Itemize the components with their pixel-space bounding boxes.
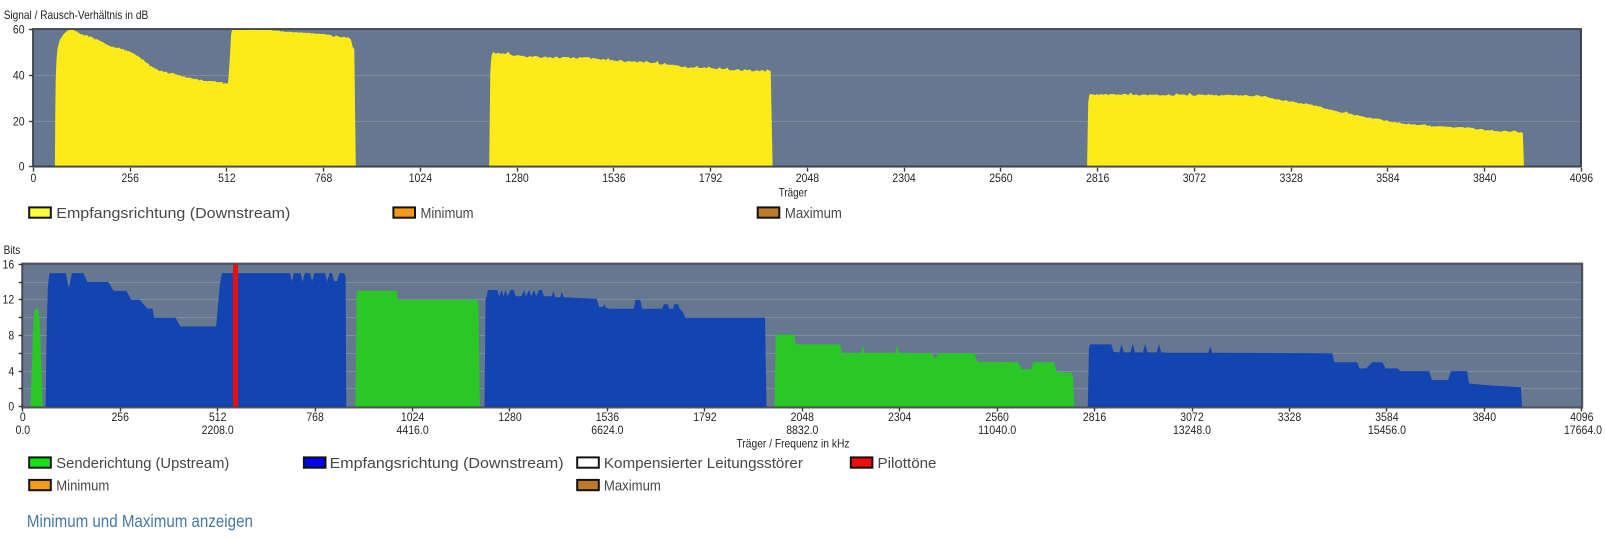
svg-text:2208.0: 2208.0 (202, 423, 235, 437)
svg-text:11040.0: 11040.0 (978, 423, 1016, 437)
svg-text:3328: 3328 (1278, 410, 1302, 424)
svg-text:Empfangsrichtung (Downstream): Empfangsrichtung (Downstream) (330, 456, 564, 472)
svg-text:Minimum und Maximum anzeigen: Minimum und Maximum anzeigen (27, 511, 253, 531)
svg-text:Minimum: Minimum (56, 478, 109, 494)
svg-text:15456.0: 15456.0 (1368, 423, 1406, 437)
svg-text:Maximum: Maximum (785, 206, 842, 222)
svg-text:3328: 3328 (1280, 171, 1304, 185)
svg-text:0: 0 (20, 410, 26, 424)
svg-text:3584: 3584 (1376, 171, 1400, 185)
svg-text:2048: 2048 (791, 410, 815, 424)
svg-text:13248.0: 13248.0 (1173, 423, 1211, 437)
svg-text:8: 8 (8, 329, 14, 343)
svg-text:512: 512 (218, 171, 236, 185)
svg-text:3072: 3072 (1180, 410, 1203, 424)
svg-text:0: 0 (8, 400, 14, 414)
svg-text:768: 768 (315, 171, 333, 185)
svg-text:256: 256 (111, 410, 129, 424)
svg-text:12: 12 (3, 293, 15, 307)
svg-text:2816: 2816 (1083, 410, 1107, 424)
svg-text:40: 40 (13, 69, 25, 83)
svg-text:Empfangsrichtung (Downstream): Empfangsrichtung (Downstream) (56, 206, 290, 222)
svg-text:Pilottöne: Pilottöne (878, 456, 937, 472)
svg-text:3840: 3840 (1473, 410, 1497, 424)
svg-text:3840: 3840 (1473, 171, 1497, 185)
svg-text:1792: 1792 (693, 410, 716, 424)
svg-text:0: 0 (31, 171, 37, 185)
svg-text:4416.0: 4416.0 (397, 423, 430, 437)
svg-text:8832.0: 8832.0 (786, 423, 819, 437)
svg-text:Bits: Bits (4, 243, 21, 257)
svg-text:1024: 1024 (409, 171, 433, 185)
svg-text:1536: 1536 (602, 171, 626, 185)
svg-text:Signal / Rausch-Verhältnis in: Signal / Rausch-Verhältnis in dB (4, 8, 149, 22)
svg-text:768: 768 (306, 410, 324, 424)
svg-text:1792: 1792 (699, 171, 722, 185)
svg-text:3584: 3584 (1375, 410, 1399, 424)
svg-text:0.0: 0.0 (15, 423, 30, 437)
svg-text:17664.0: 17664.0 (1564, 423, 1602, 437)
svg-text:256: 256 (121, 171, 139, 185)
svg-text:2560: 2560 (989, 171, 1013, 185)
svg-text:4096: 4096 (1570, 171, 1594, 185)
svg-text:0: 0 (19, 160, 25, 174)
svg-text:20: 20 (13, 115, 25, 129)
svg-text:4096: 4096 (1570, 410, 1594, 424)
svg-text:512: 512 (209, 410, 227, 424)
svg-text:Minimum: Minimum (421, 206, 474, 222)
svg-text:Träger / Frequenz in kHz: Träger / Frequenz in kHz (737, 436, 850, 450)
svg-text:2560: 2560 (986, 410, 1010, 424)
svg-text:2816: 2816 (1086, 171, 1110, 185)
svg-text:4: 4 (8, 365, 14, 379)
svg-text:6624.0: 6624.0 (591, 423, 624, 437)
svg-text:2048: 2048 (796, 171, 820, 185)
svg-text:1536: 1536 (596, 410, 620, 424)
svg-text:3072: 3072 (1183, 171, 1206, 185)
svg-text:Kompensierter Leitungsstörer: Kompensierter Leitungsstörer (604, 456, 803, 472)
svg-text:Träger: Träger (779, 186, 808, 200)
svg-text:Maximum: Maximum (604, 478, 661, 494)
svg-text:Senderichtung (Upstream): Senderichtung (Upstream) (56, 456, 229, 472)
svg-text:16: 16 (3, 258, 15, 272)
svg-text:2304: 2304 (892, 171, 916, 185)
svg-text:60: 60 (13, 23, 25, 37)
svg-text:1280: 1280 (505, 171, 529, 185)
svg-text:1280: 1280 (498, 410, 522, 424)
svg-text:1024: 1024 (401, 410, 425, 424)
svg-text:2304: 2304 (888, 410, 912, 424)
